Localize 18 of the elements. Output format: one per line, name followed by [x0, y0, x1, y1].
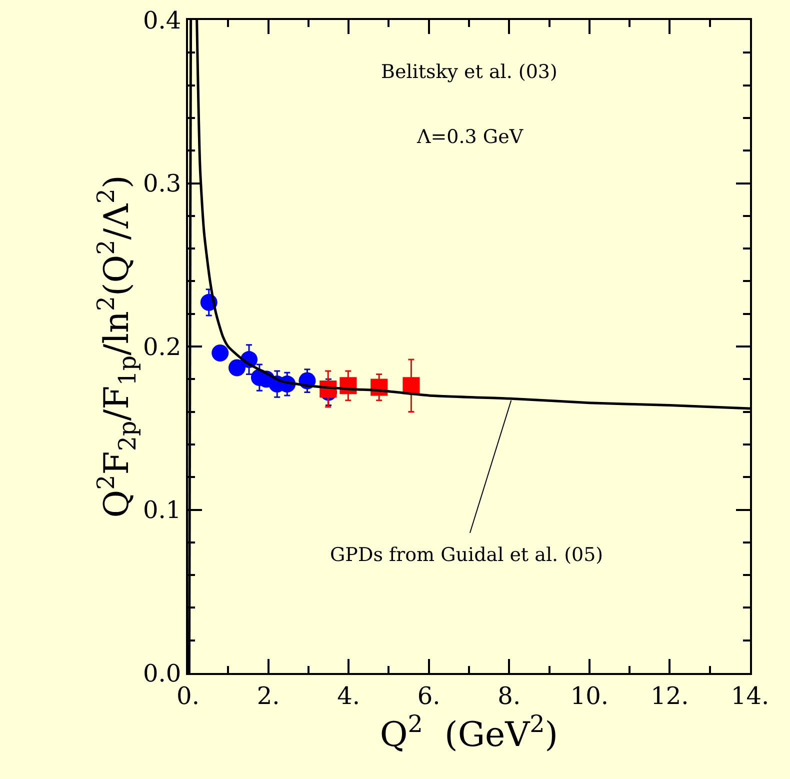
point [212, 344, 229, 362]
point [228, 359, 246, 376]
annotation: Belitsky et al. (03) [381, 61, 558, 83]
y-tick-label: 0.4 [143, 6, 182, 34]
x-tick-label: 2. [256, 682, 280, 710]
x-tick-label: 10. [570, 682, 609, 710]
annotation: Λ=0.3 GeV [416, 126, 524, 148]
y-tick-label: 0.1 [143, 496, 182, 524]
x-tick-label: 12. [650, 682, 689, 710]
y-tick-label: 0.2 [143, 332, 182, 361]
x-tick-label: 8. [498, 682, 521, 710]
x-axis-title: Q$^{2}$ (GeV$^{2}$) [380, 710, 558, 756]
x-tick-label: 4. [337, 682, 360, 710]
y-tick-label: 0.3 [143, 170, 182, 198]
x-tick-label: 6. [417, 682, 440, 710]
annotation: GPDs from Guidal et al. (05) [330, 544, 604, 566]
point [402, 377, 420, 394]
x-tick-label: 14. [730, 682, 770, 710]
